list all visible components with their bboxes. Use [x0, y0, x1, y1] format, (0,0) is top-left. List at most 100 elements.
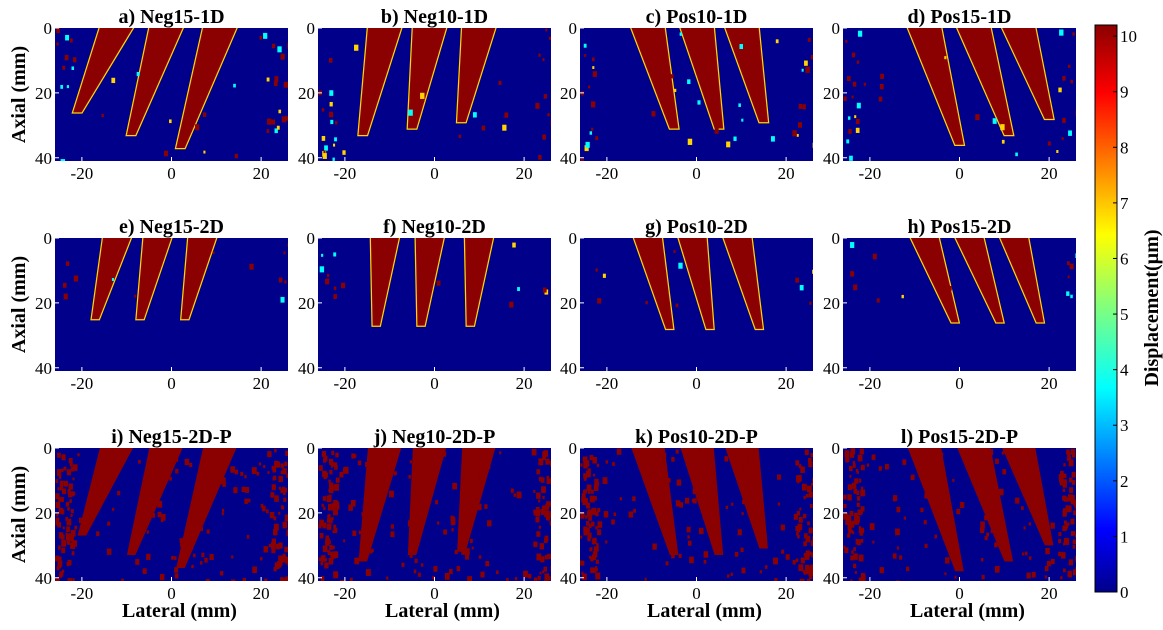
noise-speck: [62, 526, 65, 530]
noise-speck: [141, 524, 146, 532]
noise-speck: [544, 535, 549, 542]
noise-speck: [995, 458, 999, 464]
noise-speck: [471, 546, 474, 550]
noise-speck: [583, 43, 587, 48]
noise-speck: [60, 509, 65, 515]
noise-speck: [878, 466, 882, 471]
noise-speck: [436, 521, 440, 525]
noise-speck: [267, 118, 272, 125]
noise-speck: [55, 493, 60, 500]
noise-speck: [673, 250, 676, 253]
x-tick-label: -20: [596, 374, 619, 393]
noise-speck: [586, 510, 591, 517]
noise-speck: [798, 103, 803, 109]
noise-speck: [504, 112, 509, 118]
noise-speck: [69, 499, 72, 503]
noise-speck: [331, 450, 335, 455]
noise-speck: [976, 451, 982, 459]
noise-speck: [65, 501, 70, 507]
noise-speck: [1062, 510, 1067, 517]
noise-speck: [203, 150, 206, 154]
noise-speck: [328, 482, 334, 489]
noise-speck: [977, 478, 982, 486]
noise-speck: [597, 298, 602, 304]
noise-speck: [797, 534, 800, 539]
noise-speck: [542, 58, 545, 62]
noise-speck: [57, 560, 63, 568]
noise-speck: [321, 108, 325, 112]
noise-speck: [853, 553, 858, 560]
noise-speck: [676, 479, 682, 486]
panel-title: i) Neg15-2D-P: [111, 426, 232, 448]
noise-speck: [334, 464, 338, 470]
noise-speck: [328, 479, 331, 483]
noise-speck: [418, 533, 421, 538]
noise-speck: [716, 525, 720, 529]
noise-speck: [848, 129, 852, 134]
noise-speck: [242, 577, 247, 581]
noise-speck: [810, 453, 813, 458]
noise-speck: [1067, 571, 1072, 578]
noise-speck: [990, 46, 994, 50]
noise-speck: [485, 560, 490, 567]
noise-speck: [860, 511, 863, 515]
noise-speck: [332, 157, 335, 161]
noise-speck: [159, 573, 165, 581]
y-tick-label: 0: [307, 229, 316, 248]
noise-speck: [1019, 479, 1024, 485]
noise-speck: [581, 493, 586, 499]
noise-speck: [474, 472, 480, 479]
noise-speck: [536, 531, 541, 537]
noise-speck: [69, 462, 73, 467]
noise-speck: [591, 57, 595, 62]
noise-speck: [759, 570, 762, 574]
noise-speck: [333, 551, 339, 559]
noise-speck: [321, 450, 327, 457]
noise-speck: [449, 569, 453, 575]
noise-speck: [171, 555, 174, 560]
noise-speck: [795, 460, 800, 466]
noise-speck: [689, 556, 694, 564]
colorbar-tick-label: 2: [1120, 472, 1129, 491]
noise-speck: [605, 540, 608, 544]
noise-speck: [382, 470, 387, 477]
noise-speck: [135, 559, 140, 565]
noise-speck: [603, 511, 609, 518]
noise-speck: [450, 515, 454, 521]
noise-speck: [1068, 459, 1074, 467]
noise-speck: [272, 467, 277, 473]
streak-3: [725, 28, 768, 123]
x-tick-label: 0: [167, 374, 176, 393]
x-tick-label: 20: [253, 164, 270, 183]
noise-speck: [1021, 552, 1024, 556]
noise-speck: [796, 133, 799, 137]
noise-speck: [1024, 551, 1028, 556]
noise-speck: [1063, 479, 1067, 485]
noise-speck: [582, 457, 586, 461]
panel-2: -20 0 20 0 20 40 b) Neg10-1D: [298, 6, 551, 183]
noise-speck: [843, 545, 846, 549]
noise-speck: [998, 488, 1004, 496]
noise-speck: [420, 563, 424, 567]
noise-speck: [989, 515, 995, 522]
noise-speck: [274, 495, 279, 502]
y-tick-label: 0: [832, 19, 841, 38]
noise-speck: [327, 514, 331, 519]
panel-title: h) Pos15-2D: [908, 216, 1012, 238]
noise-speck: [287, 559, 288, 566]
noise-speck: [274, 76, 279, 82]
noise-speck: [326, 495, 332, 503]
noise-speck: [687, 79, 691, 85]
noise-speck: [56, 42, 59, 46]
noise-speck: [408, 109, 413, 116]
noise-speck: [1070, 499, 1075, 505]
y-tick-label: 0: [44, 229, 53, 248]
noise-speck: [256, 471, 260, 476]
noise-speck: [332, 530, 335, 534]
noise-speck: [277, 46, 282, 53]
streak-3: [457, 448, 496, 552]
noise-speck: [371, 471, 375, 476]
noise-speck: [271, 538, 277, 545]
noise-speck: [753, 525, 757, 530]
noise-speck: [545, 458, 550, 465]
